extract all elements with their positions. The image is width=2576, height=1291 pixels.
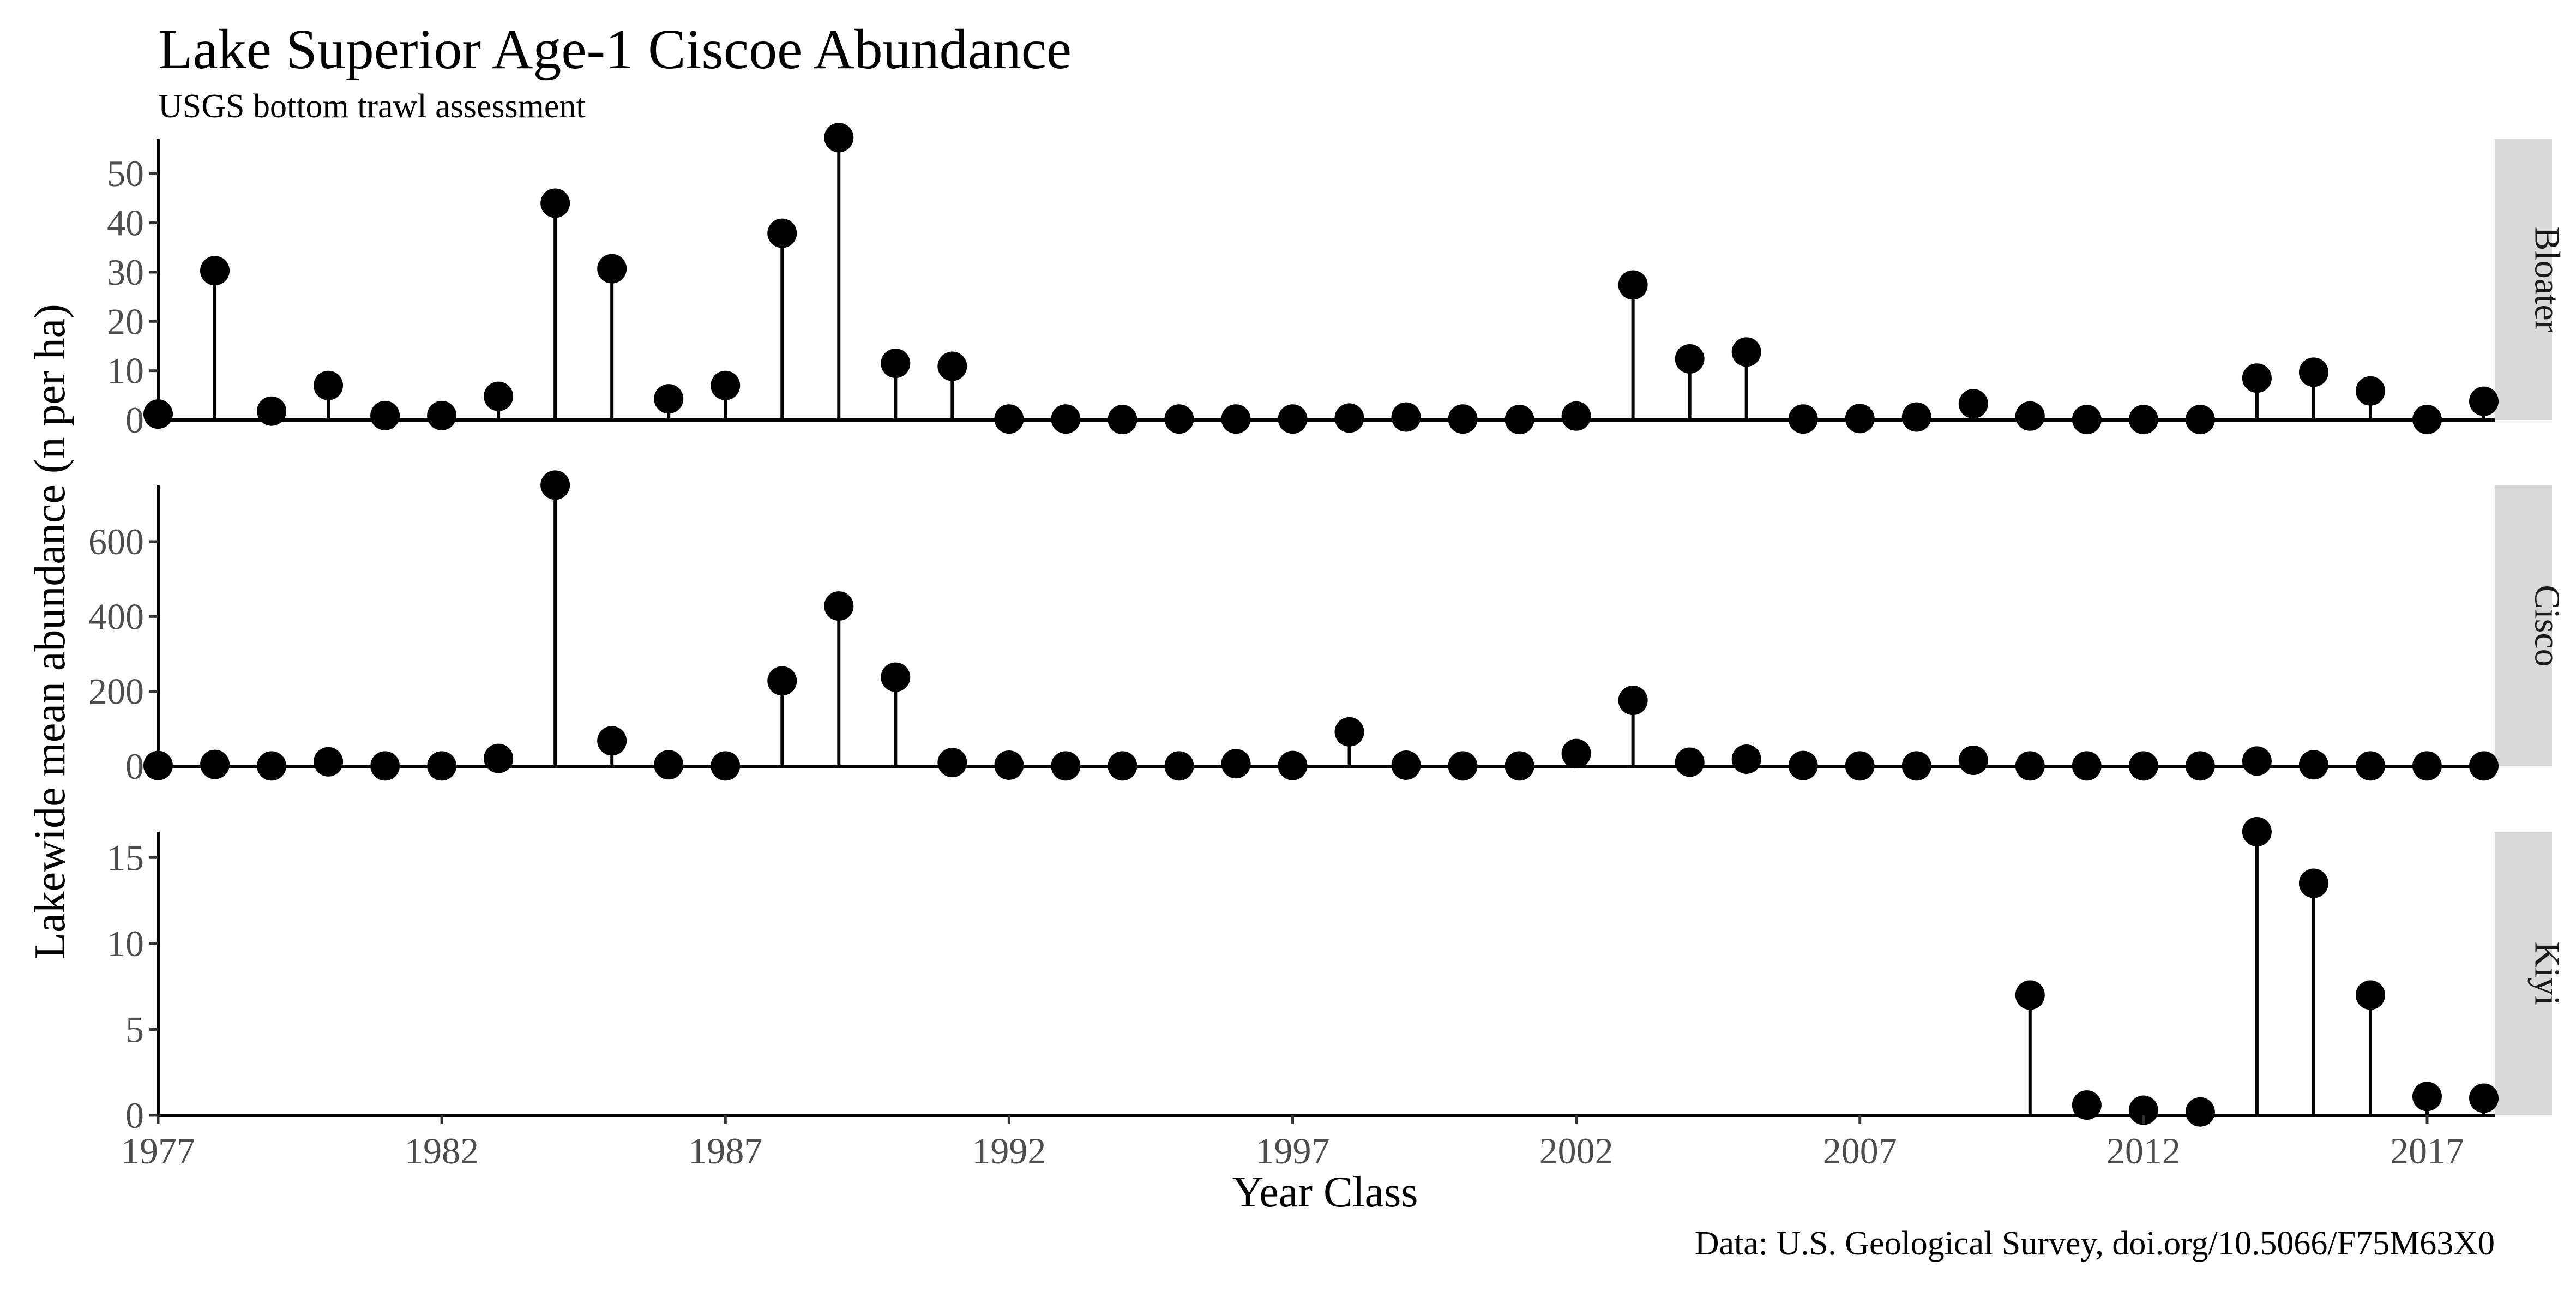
facet-strip-label: Kiyi xyxy=(2527,941,2567,1005)
data-point xyxy=(1731,337,1761,367)
y-tick-label: 0 xyxy=(125,1095,144,1136)
data-point xyxy=(2128,1095,2158,1125)
data-point xyxy=(2242,363,2272,393)
data-point xyxy=(2298,868,2328,898)
data-point xyxy=(2242,817,2272,846)
data-point xyxy=(937,351,967,381)
x-tick-label: 2002 xyxy=(1539,1130,1614,1172)
data-point xyxy=(1561,738,1591,768)
data-point xyxy=(881,662,911,692)
data-point xyxy=(2072,1090,2102,1120)
x-axis-title: Year Class xyxy=(1232,1168,1418,1216)
data-point xyxy=(2242,746,2272,776)
x-tick-label: 1977 xyxy=(121,1130,195,1172)
data-point xyxy=(540,188,570,218)
data-point xyxy=(427,400,457,430)
y-tick-label: 30 xyxy=(107,251,144,293)
y-tick-label: 5 xyxy=(125,1008,144,1050)
panels-layer: Bloater 0 10 20 30 40 50 Cisco 0 200 400 600 Kiyi 0 5 1… xyxy=(88,123,2567,1172)
x-tick-label: 1982 xyxy=(405,1130,479,1172)
data-point xyxy=(314,747,344,777)
y-axis-title: Lakewide mean abundance (n per ha) xyxy=(26,304,74,959)
x-tick-label: 1992 xyxy=(972,1130,1046,1172)
data-point xyxy=(2355,980,2385,1010)
data-point xyxy=(824,591,854,621)
data-point xyxy=(540,470,570,500)
y-tick-label: 200 xyxy=(88,671,144,712)
x-tick-label: 2017 xyxy=(2390,1130,2464,1172)
facet-strip xyxy=(2495,832,2552,1115)
data-point xyxy=(484,381,514,411)
data-point xyxy=(1958,389,1988,419)
y-tick-label: 15 xyxy=(107,837,144,878)
data-point xyxy=(767,218,797,248)
data-point xyxy=(370,400,400,430)
y-tick-label: 0 xyxy=(125,399,144,441)
y-tick-label: 20 xyxy=(107,301,144,342)
data-point xyxy=(1334,717,1364,747)
series-cisco xyxy=(143,470,2499,781)
facet-strip-label: Bloater xyxy=(2527,226,2567,332)
data-point xyxy=(200,749,230,779)
chart-title: Lake Superior Age-1 Ciscoe Abundance xyxy=(158,18,1072,81)
panel-kiyi: Kiyi 0 5 10 15 xyxy=(107,817,2567,1136)
data-point xyxy=(1221,749,1251,779)
data-point xyxy=(2298,357,2328,387)
y-tick-label: 0 xyxy=(125,746,144,787)
data-point xyxy=(824,123,854,153)
x-tick-label: 2012 xyxy=(2106,1130,2181,1172)
data-point xyxy=(597,254,627,284)
x-axis: 1977 1982 1987 1992 1997 2002 2007 2012 2017 xyxy=(121,1115,2464,1172)
data-point xyxy=(767,666,797,696)
y-tick-label: 40 xyxy=(107,202,144,244)
y-tick-label: 600 xyxy=(88,521,144,562)
data-point xyxy=(1675,344,1705,374)
facet-strip xyxy=(2495,139,2552,420)
data-point xyxy=(1958,746,1988,776)
data-point xyxy=(2412,1082,2442,1112)
data-point xyxy=(143,399,173,429)
data-point xyxy=(200,256,230,286)
y-tick-label: 10 xyxy=(107,923,144,964)
data-point xyxy=(597,726,627,756)
facet-strip-label: Cisco xyxy=(2527,585,2567,666)
facet-strip xyxy=(2495,485,2552,766)
data-point xyxy=(1675,747,1705,777)
data-point xyxy=(1618,686,1648,716)
data-point xyxy=(1561,401,1591,431)
data-point xyxy=(937,748,967,778)
data-point xyxy=(711,370,741,400)
data-point xyxy=(654,384,684,414)
series-bloater xyxy=(143,123,2499,435)
y-tick-label: 50 xyxy=(107,153,144,194)
panel-cisco: Cisco 0 200 400 600 xyxy=(88,470,2567,787)
x-tick-label: 1987 xyxy=(688,1130,762,1172)
data-point xyxy=(2185,1097,2215,1127)
data-point xyxy=(314,370,344,400)
data-point xyxy=(2469,386,2499,416)
data-point xyxy=(1901,402,1931,432)
data-point xyxy=(2015,980,2045,1010)
panel-bloater: Bloater 0 10 20 30 40 50 xyxy=(107,123,2567,441)
data-point xyxy=(1391,402,1421,432)
x-tick-label: 1997 xyxy=(1255,1130,1329,1172)
series-kiyi xyxy=(2015,817,2499,1127)
chart-caption: Data: U.S. Geological Survey, doi.org/10… xyxy=(1695,1225,2495,1262)
data-point xyxy=(484,743,514,773)
y-tick-label: 400 xyxy=(88,596,144,637)
data-point xyxy=(2015,401,2045,431)
data-point xyxy=(881,349,911,379)
data-point xyxy=(2355,376,2385,406)
data-point xyxy=(2469,1083,2499,1113)
y-tick-label: 10 xyxy=(107,350,144,392)
data-point xyxy=(1731,744,1761,774)
x-tick-label: 2007 xyxy=(1823,1130,1897,1172)
chart-subtitle: USGS bottom trawl assessment xyxy=(158,88,586,125)
data-point xyxy=(1334,403,1364,433)
data-point xyxy=(1618,270,1648,300)
